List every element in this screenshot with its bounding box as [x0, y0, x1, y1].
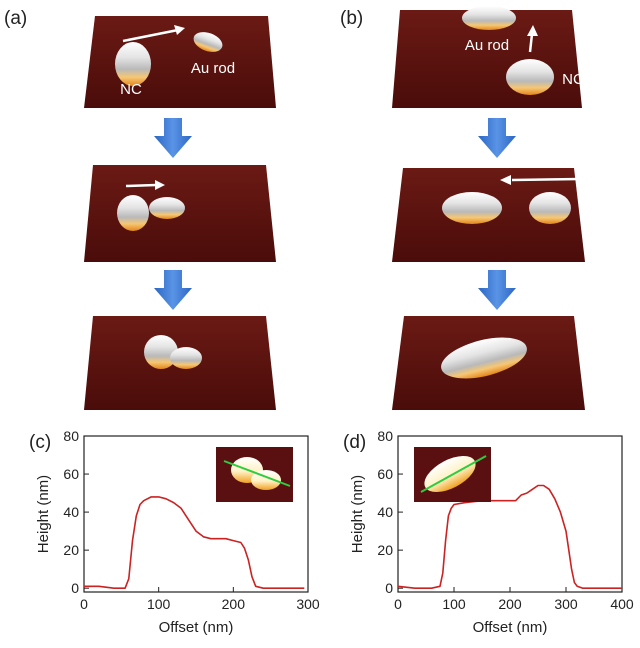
x-axis-label: Offset (nm)	[159, 619, 234, 636]
y-tick-label: 80	[377, 428, 393, 444]
motion-arrow	[528, 33, 534, 53]
panel-label-a: (a)	[4, 8, 27, 29]
afm-inset-c	[216, 447, 293, 502]
nanocrystal-particle	[506, 59, 554, 95]
afm-surface-b1: Au rod NC	[392, 6, 584, 108]
panel-label-b: (b)	[340, 8, 363, 29]
afm-surface-b2	[392, 168, 585, 262]
afm-surface-a2	[84, 165, 276, 262]
x-tick-label: 300	[296, 596, 320, 612]
afm-surface-a1: NC Au rod	[84, 16, 276, 108]
y-axis-label: Height (nm)	[349, 475, 366, 553]
nc-label: NC	[120, 81, 142, 98]
gold-rod-particle	[442, 192, 502, 224]
height-profile-line	[397, 484, 622, 590]
y-tick-label: 20	[377, 542, 393, 558]
gold-rod-particle	[149, 197, 185, 219]
scan-line	[223, 460, 291, 487]
au-rod-label: Au rod	[191, 60, 235, 77]
scan-line	[420, 455, 487, 493]
motion-arrow	[122, 28, 179, 43]
x-tick-label: 200	[498, 596, 522, 612]
y-tick-label: 0	[385, 580, 393, 596]
y-tick-label: 0	[71, 580, 79, 596]
y-tick-label: 40	[63, 504, 79, 520]
gold-rod-particle	[462, 6, 516, 30]
y-tick-label: 60	[377, 466, 393, 482]
plot-frame	[83, 435, 309, 593]
nc-label: NC	[562, 71, 584, 88]
height-profile-chart-c: 0 100 200 300 0 20 40 60 80 Offset (nm) Height (nm…	[29, 428, 320, 636]
panel-label: (c)	[29, 432, 51, 453]
au-rod-label: Au rod	[465, 37, 509, 54]
x-tick-label: 300	[554, 596, 578, 612]
gold-rod-particle	[170, 347, 202, 369]
afm-inset-d	[414, 447, 491, 502]
down-arrow-icon	[478, 118, 516, 158]
y-axis-label: Height (nm)	[35, 475, 52, 553]
down-arrow-icon	[154, 118, 192, 158]
afm-surface-b3	[392, 316, 585, 410]
x-tick-label: 0	[394, 596, 402, 612]
x-tick-label: 200	[222, 596, 246, 612]
y-tick-label: 40	[377, 504, 393, 520]
y-tick-label: 20	[63, 542, 79, 558]
height-profile-chart-d: 0 100 200 300 400 0 20 40 60 80 Offset (nm) Height …	[343, 428, 634, 636]
x-tick-label: 400	[610, 596, 634, 612]
merged-nc-rod-particle	[441, 337, 527, 379]
x-tick-label: 100	[147, 596, 171, 612]
nanocrystal-particle	[144, 335, 178, 369]
panel-label: (d)	[343, 432, 366, 453]
down-arrow-icon	[478, 270, 516, 310]
afm-surface-a3	[84, 316, 276, 410]
y-tick-label: 60	[63, 466, 79, 482]
x-tick-label: 0	[80, 596, 88, 612]
gold-rod-particle	[193, 32, 223, 52]
nanocrystal-particle	[529, 192, 571, 224]
height-profile-line	[84, 496, 305, 590]
nanocrystal-particle	[117, 195, 149, 231]
y-tick-label: 80	[63, 428, 79, 444]
x-axis-label: Offset (nm)	[473, 619, 548, 636]
motion-arrow	[511, 177, 581, 182]
x-tick-label: 100	[442, 596, 466, 612]
motion-arrow	[125, 183, 157, 188]
down-arrow-icon	[154, 270, 192, 310]
nanocrystal-particle	[115, 42, 151, 86]
